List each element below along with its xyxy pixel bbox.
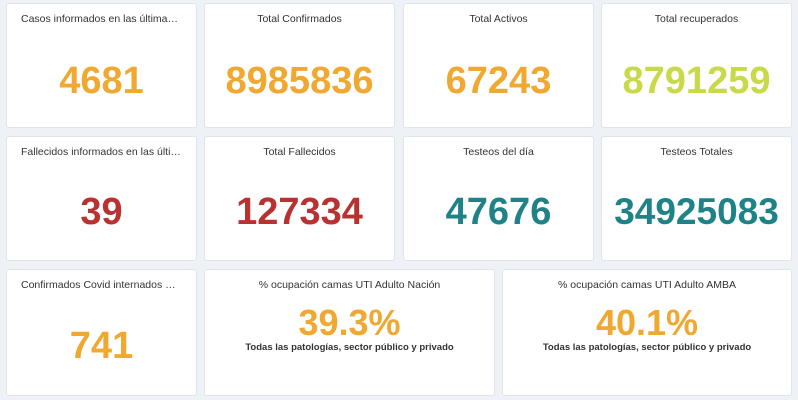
card-title: Total Activos	[469, 13, 528, 25]
card-value: 40.1%	[595, 302, 699, 343]
card-casos-ultimas-24h: Casos informados en las últimas 2... 468…	[6, 3, 197, 128]
card-value: 34925083	[614, 191, 779, 232]
card-value: 4681	[59, 60, 144, 102]
card-total-recuperados: Total recuperados 8791259	[601, 3, 792, 128]
card-ocupacion-uti-amba: % ocupación camas UTI Adulto AMBA 40.1% …	[502, 269, 792, 396]
card-title: % ocupación camas UTI Adulto Nación	[258, 279, 441, 291]
card-testeos-totales: Testeos Totales 34925083	[601, 136, 792, 261]
card-note: Todas las patologías, sector público y p…	[245, 342, 454, 353]
card-value: 67243	[445, 60, 552, 102]
card-title: Casos informados en las últimas 2...	[21, 13, 191, 25]
card-testeos-del-dia: Testeos del día 47676	[403, 136, 594, 261]
card-value: 47676	[445, 191, 552, 233]
card-ocupacion-uti-nacion: % ocupación camas UTI Adulto Nación 39.3…	[204, 269, 495, 396]
card-value: 39.3%	[298, 302, 401, 343]
card-title: Testeos del día	[463, 146, 534, 158]
card-value: 8791259	[622, 60, 771, 102]
card-title: % ocupación camas UTI Adulto AMBA	[557, 279, 736, 291]
card-title: Total recuperados	[654, 13, 739, 25]
card-title: Confirmados Covid internados UTI	[21, 279, 183, 291]
card-internados-uti: Confirmados Covid internados UTI 741	[6, 269, 197, 396]
card-title: Testeos Totales	[660, 146, 733, 158]
card-title: Total Confirmados	[257, 13, 342, 25]
card-total-activos: Total Activos 67243	[403, 3, 594, 128]
card-value: 741	[69, 325, 134, 367]
card-note: Todas las patologías, sector público y p…	[542, 342, 752, 353]
card-title: Fallecidos informados en las últim...	[21, 146, 188, 158]
card-total-confirmados: Total Confirmados 8985836	[204, 3, 395, 128]
card-total-fallecidos: Total Fallecidos 127334	[204, 136, 395, 261]
card-value: 39	[80, 191, 123, 233]
card-title: Total Fallecidos	[263, 146, 336, 158]
card-fallecidos-ultimas-24h: Fallecidos informados en las últim... 39	[6, 136, 197, 261]
card-value: 127334	[236, 191, 363, 233]
card-value: 8985836	[225, 60, 374, 102]
